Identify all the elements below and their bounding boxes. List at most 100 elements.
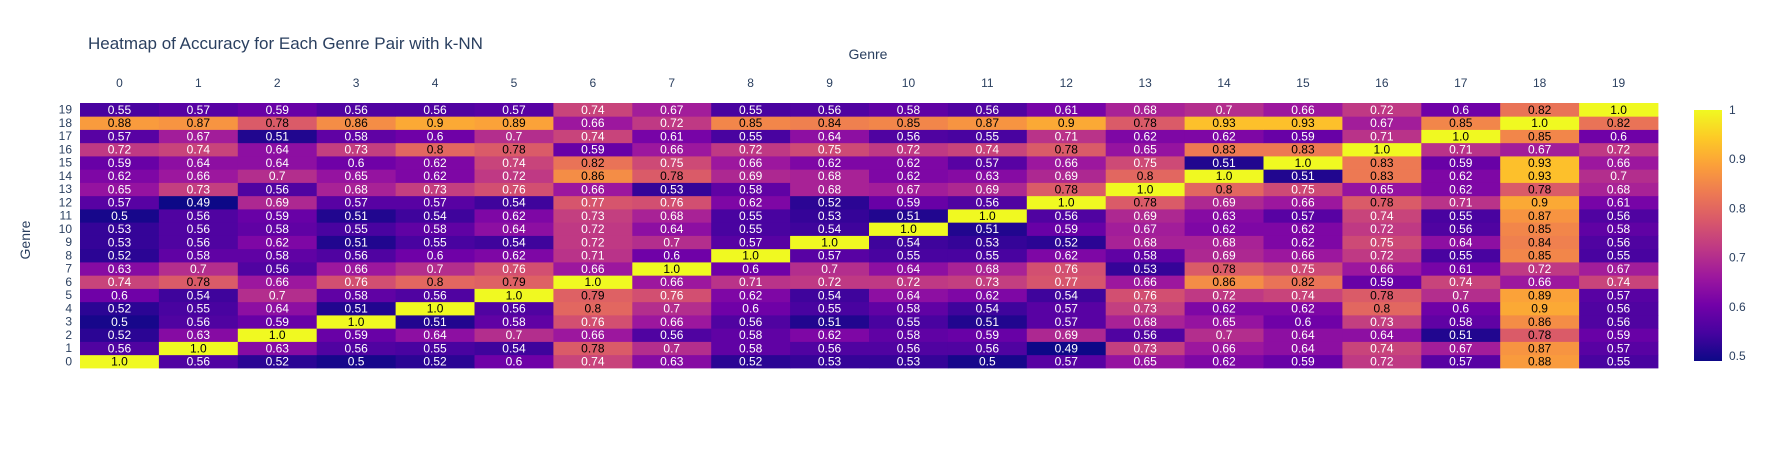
cell-value-label: 0.89	[1528, 288, 1552, 302]
cell-value-label: 0.76	[1133, 288, 1157, 302]
heatmap-cell	[1263, 288, 1343, 303]
heatmap-cell	[553, 169, 633, 183]
cell-value-label: 0.67	[1133, 222, 1157, 236]
heatmap-cell	[632, 129, 712, 144]
heatmap-cell	[790, 341, 870, 356]
heatmap-cell	[316, 182, 396, 197]
heatmap-cell	[632, 275, 712, 289]
cell-value-label: 0.88	[108, 116, 132, 130]
heatmap-cell	[80, 301, 160, 316]
cell-value-label: 0.6	[427, 249, 444, 263]
heatmap-cell	[947, 248, 1028, 263]
heatmap-cell	[869, 235, 949, 250]
heatmap-cell	[80, 156, 160, 170]
heatmap-cell	[1421, 301, 1501, 316]
heatmap-cell	[237, 142, 318, 157]
heatmap-cell	[1105, 129, 1185, 144]
heatmap-cell	[1263, 209, 1343, 223]
heatmap-cell	[1105, 235, 1185, 250]
heatmap-cell	[1263, 315, 1343, 329]
cell-value-label: 1.0	[506, 288, 523, 302]
cell-value-label: 0.59	[897, 196, 921, 210]
cell-value-label: 0.83	[1212, 143, 1236, 157]
heatmap-cell	[947, 156, 1028, 170]
cell-value-label: 0.8	[1374, 302, 1391, 316]
heatmap-cell	[395, 235, 475, 250]
cell-value-label: 0.83	[1370, 169, 1394, 183]
cell-value-label: 0.78	[1055, 143, 1079, 157]
heatmap-cell	[1421, 156, 1501, 170]
cell-value-label: 0.74	[1449, 275, 1473, 289]
cell-value-label: 0.51	[1212, 156, 1236, 170]
cell-value-label: 0.56	[1133, 328, 1157, 342]
cell-value-label: 0.57	[344, 196, 368, 210]
heatmap-cell	[1500, 142, 1580, 157]
cell-value-label: 0.62	[897, 156, 921, 170]
cell-value-label: 0.66	[660, 275, 684, 289]
cell-value-label: 0.56	[344, 103, 368, 117]
cell-value-label: 0.9	[1531, 302, 1548, 316]
heatmap-cell	[1105, 288, 1185, 303]
heatmap-cell	[711, 354, 791, 369]
x-tick-label: 6	[590, 76, 597, 90]
cell-value-label: 0.66	[1370, 262, 1394, 276]
heatmap-cell	[1342, 235, 1422, 250]
heatmap-cell	[553, 195, 633, 210]
cell-value-label: 0.8	[427, 275, 444, 289]
cell-value-label: 0.55	[1607, 355, 1631, 369]
cell-value-label: 1.0	[1374, 143, 1391, 157]
cell-value-label: 0.57	[187, 103, 211, 117]
cell-value-label: 0.55	[423, 235, 447, 249]
heatmap-cell	[237, 248, 318, 263]
heatmap-cell	[632, 248, 712, 263]
heatmap-cell	[632, 262, 712, 276]
cell-value-label: 0.54	[818, 222, 842, 236]
cell-value-label: 0.61	[1607, 196, 1631, 210]
heatmap-cell	[80, 262, 160, 276]
heatmap-cell	[237, 195, 318, 210]
cell-value-label: 0.76	[344, 275, 368, 289]
cell-value-label: 0.7	[1216, 328, 1233, 342]
heatmap-cell	[158, 116, 239, 130]
cell-value-label: 0.55	[108, 103, 132, 117]
heatmap-cell	[1026, 301, 1107, 316]
heatmap-cell	[1184, 103, 1264, 117]
cell-value-label: 0.68	[818, 169, 842, 183]
heatmap-cell	[869, 129, 949, 144]
x-tick-label: 0	[116, 76, 123, 90]
heatmap-cell	[237, 222, 318, 236]
cell-value-label: 0.65	[108, 182, 132, 196]
cell-value-label: 0.69	[1055, 169, 1079, 183]
cell-value-label: 0.7	[269, 288, 286, 302]
cell-value-label: 0.69	[1212, 196, 1236, 210]
cell-value-label: 0.67	[1607, 262, 1631, 276]
heatmap-cell	[1421, 275, 1501, 289]
heatmap-cell	[316, 222, 396, 236]
cell-value-label: 0.62	[1133, 129, 1157, 143]
cell-value-label: 0.78	[1370, 196, 1394, 210]
cell-value-label: 0.89	[502, 116, 526, 130]
cell-value-label: 0.85	[897, 116, 921, 130]
cell-value-label: 0.63	[108, 262, 132, 276]
cell-value-label: 0.62	[1291, 222, 1315, 236]
heatmap-cell	[947, 142, 1028, 157]
heatmap-cell	[711, 288, 791, 303]
heatmap-cell	[947, 328, 1028, 342]
heatmap-cell	[474, 142, 554, 157]
cell-value-label: 0.69	[266, 196, 290, 210]
heatmap-cell	[316, 262, 396, 276]
cell-value-label: 0.71	[1370, 129, 1394, 143]
heatmap-cell	[237, 315, 318, 329]
cell-value-label: 0.75	[660, 156, 684, 170]
cell-value-label: 0.52	[108, 249, 132, 263]
heatmap-cell	[790, 129, 870, 144]
cell-value-label: 0.51	[266, 129, 290, 143]
cell-value-label: 0.55	[344, 222, 368, 236]
cell-value-label: 0.88	[1528, 355, 1552, 369]
heatmap-cell	[1026, 129, 1107, 144]
cell-value-label: 0.57	[739, 235, 763, 249]
heatmap-cell	[1026, 235, 1107, 250]
heatmap-cell	[1579, 275, 1659, 289]
y-axis-title: Genre	[17, 220, 33, 259]
cell-value-label: 0.7	[190, 262, 207, 276]
